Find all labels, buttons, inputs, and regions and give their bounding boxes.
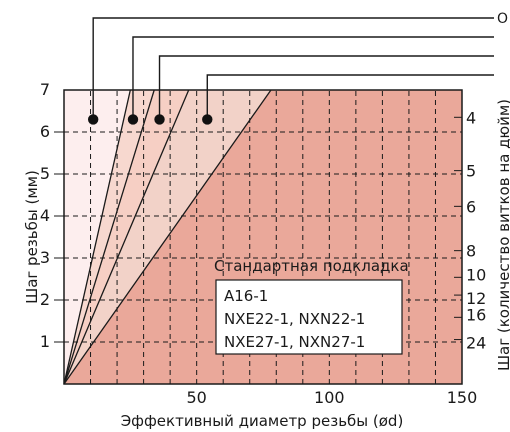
y2-tick-label: 10	[466, 265, 486, 284]
y-tick-label: 3	[40, 248, 50, 267]
y2-tick-label: 24	[466, 334, 486, 353]
boundary-line-3	[63, 89, 190, 385]
x-tick-label: 150	[447, 388, 478, 407]
standard-box-item-2: NXE22-1, NXN22-1	[224, 310, 365, 328]
marker-4	[202, 114, 213, 125]
legend-leader-2	[132, 36, 494, 120]
boundary-line-4	[63, 89, 272, 385]
y2-tick-label: 6	[466, 197, 476, 216]
markers-layer	[87, 114, 213, 125]
boundary-line-1	[63, 89, 131, 385]
y-axis-title: Шаг резьбы (мм)	[23, 170, 41, 304]
y-tick-label: 2	[40, 290, 50, 309]
standard-box-title: Стандартная подкладка	[214, 257, 409, 275]
marker-3	[154, 114, 165, 125]
y-tick-label: 6	[40, 122, 50, 141]
marker-1	[87, 114, 99, 125]
standard-box-item-1: A16-1	[224, 287, 268, 305]
y2-tick-label: 16	[466, 305, 486, 324]
legend-leader-1	[92, 17, 494, 120]
y2-tick-label: 5	[466, 162, 476, 181]
y-tick-label: 5	[40, 164, 50, 183]
y-tick-label: 7	[40, 80, 50, 99]
x-tick-label: 100	[314, 388, 345, 407]
legend-label-1: O	[497, 11, 508, 27]
y2-tick-label: 12	[466, 289, 486, 308]
x-tick-label: 50	[186, 388, 206, 407]
y-tick-label: 4	[40, 206, 50, 225]
marker-2	[127, 114, 139, 125]
boundary-line-2	[63, 89, 155, 385]
standard-box-item-3: NXE27-1, NXN27-1	[224, 333, 365, 351]
legend-leader-4	[206, 74, 494, 120]
legend-layer: O	[92, 11, 508, 120]
x-axis-title: Эффективный диаметр резьбы (ød)	[121, 412, 404, 430]
y2-axis-title: Шаг (количество витков на дюйм)	[495, 99, 510, 371]
plot-frame	[63, 89, 463, 385]
x-ticks-layer: 50 100 150	[186, 388, 477, 407]
y-ticks-layer: 1 2 3 4 5 6 7	[40, 80, 64, 351]
y2-tick-label: 4	[466, 108, 476, 127]
legend-leader-3	[158, 55, 494, 120]
boundary-lines-layer	[63, 89, 272, 385]
y-tick-label: 1	[40, 332, 50, 351]
y2-tick-label: 8	[466, 242, 476, 261]
standard-box-frame	[215, 279, 403, 355]
standard-box: Стандартная подкладка A16-1 NXE22-1, NXN…	[214, 257, 409, 355]
